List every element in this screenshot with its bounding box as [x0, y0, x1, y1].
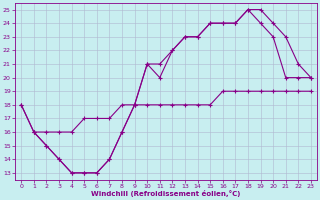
X-axis label: Windchill (Refroidissement éolien,°C): Windchill (Refroidissement éolien,°C): [92, 190, 241, 197]
